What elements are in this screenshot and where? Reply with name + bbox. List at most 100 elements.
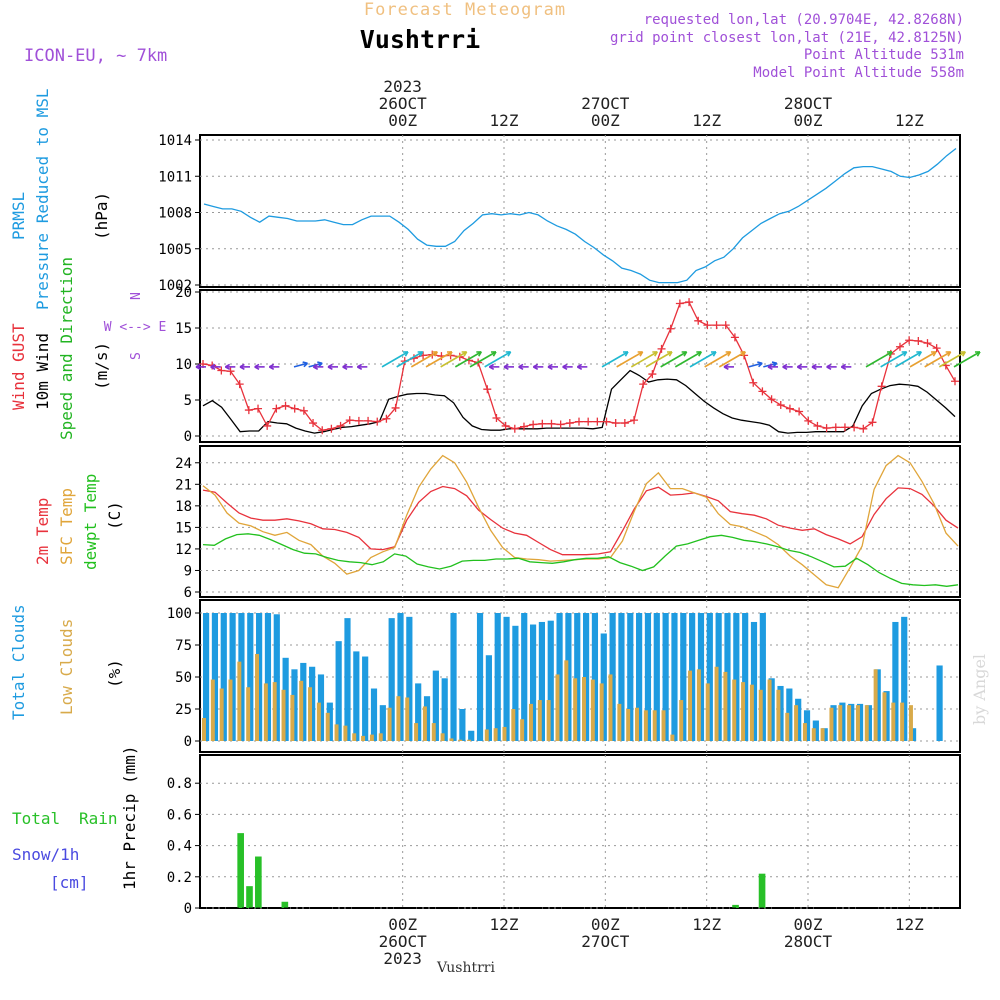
- total-cloud-bar: [839, 702, 846, 741]
- temp-2m-line: [202, 485, 959, 556]
- total-cloud-bar: [264, 613, 272, 741]
- low-cloud-bar: [405, 697, 410, 741]
- precip-snow-label: Snow/1h: [12, 845, 79, 864]
- total-cloud-bar: [618, 613, 625, 741]
- wind-dir-arrow: [396, 351, 424, 368]
- low-cloud-bar: [688, 670, 693, 741]
- top-time-label: 00Z: [591, 111, 620, 130]
- wind-dir-arrowhead: [886, 351, 893, 357]
- y-tick-label: 21: [175, 477, 192, 493]
- wind-dir-arrowhead: [666, 351, 673, 357]
- low-cloud-bar: [511, 709, 516, 741]
- total-cloud-bar: [388, 618, 395, 741]
- gust-marker: [905, 336, 914, 345]
- total-cloud-bar: [326, 702, 333, 741]
- low-cloud-bar: [608, 674, 613, 741]
- temp-unit: (C): [105, 501, 124, 530]
- total-cloud-bar: [300, 662, 307, 741]
- total-cloud-bar: [344, 618, 351, 741]
- low-cloud-bar: [502, 726, 507, 741]
- total-cloud-bar: [238, 613, 245, 741]
- low-cloud-bar: [272, 682, 277, 741]
- total-cloud-bar: [247, 613, 254, 741]
- total-cloud-bar: [600, 633, 607, 741]
- y-tick-label: 75: [175, 638, 192, 654]
- low-cloud-bar: [299, 680, 304, 741]
- y-tick-label: 0: [184, 429, 192, 445]
- y-tick-label: 15: [175, 321, 192, 337]
- gust-marker: [703, 321, 712, 330]
- y-tick-label: 6: [184, 585, 192, 601]
- low-cloud-bar: [599, 683, 604, 741]
- gust-marker: [932, 344, 941, 353]
- total-cloud-bar: [441, 678, 448, 741]
- gust-marker: [575, 417, 583, 426]
- wind-dir-arrowhead: [637, 351, 644, 357]
- low-cloud-bar: [661, 710, 666, 741]
- bottom-time-label: 00Z: [794, 915, 823, 934]
- low-cloud-bar: [811, 728, 816, 741]
- low-cloud-bar: [882, 692, 887, 741]
- total-cloud-bar: [273, 614, 280, 741]
- bottom-time-label: 00Z: [591, 915, 620, 934]
- low-cloud-bar: [573, 678, 578, 741]
- low-cloud-bar: [537, 700, 542, 741]
- grid-lonlat: grid point closest lon,lat (21E, 42.8125…: [610, 30, 964, 46]
- gust-marker: [795, 407, 804, 416]
- low-cloud-bar: [228, 679, 233, 741]
- total-cloud-bar: [697, 613, 705, 741]
- bottom-time-label: 28OCT: [784, 932, 833, 951]
- y-tick-label: 100: [167, 606, 192, 622]
- gust-marker: [483, 385, 492, 394]
- y-tick-label: 1008: [158, 206, 192, 222]
- gust-marker: [391, 403, 400, 412]
- low-cloud-bar: [520, 719, 525, 741]
- y-tick-label: 0.8: [167, 776, 192, 792]
- gust-marker: [226, 367, 235, 376]
- temperature-panel: 6 9 12 15 18 21 24 2m Temp SFC Temp dewpt Temp (C): [33, 445, 961, 601]
- dewpoint-line: [202, 533, 959, 587]
- wind-dir-arrowhead: [622, 351, 629, 357]
- gust-marker: [813, 421, 822, 430]
- clouds-unit: (%): [105, 659, 124, 688]
- top-time-label: 12Z: [692, 111, 721, 130]
- wind-dir-arrowhead: [576, 363, 583, 370]
- gust-marker: [630, 416, 639, 425]
- low-cloud-bar: [334, 724, 339, 741]
- total-cloud-bar: [689, 613, 696, 741]
- low-cloud-bar: [546, 700, 551, 741]
- wind-dir-arrowhead: [974, 351, 981, 357]
- panel-frame: [199, 754, 961, 909]
- precip-rain-label: Rain: [79, 809, 118, 828]
- precip-unit: 1hr Precip (mm): [120, 746, 139, 891]
- wind-dir-arrowhead: [195, 363, 201, 370]
- pressure-panel: 1002 1005 1008 1011 1014 PRMSL Pressure Reduce…: [9, 88, 961, 310]
- total-cloud-bar: [468, 730, 475, 741]
- wind-dir-arrow: [440, 351, 468, 368]
- low-cloud-bar: [210, 679, 215, 741]
- wind-dir-arrowhead: [505, 351, 512, 357]
- top-time-label: 00Z: [388, 111, 417, 130]
- y-tick-label: 1002: [158, 278, 192, 294]
- bottom-time-label: 2023: [383, 949, 422, 968]
- total-cloud-bar: [353, 651, 360, 741]
- y-tick-label: 1014: [158, 133, 192, 149]
- low-cloud-bar: [387, 707, 392, 741]
- gust-marker: [685, 298, 694, 307]
- low-cloud-bar: [900, 702, 905, 741]
- y-tick-label: 18: [175, 499, 192, 515]
- wind-dir-arrowhead: [710, 351, 717, 357]
- wind-gust-label: Wind GUST: [9, 323, 28, 410]
- total-cloud-bar: [415, 683, 422, 741]
- low-cloud-bar: [528, 703, 533, 741]
- total-cloud-bar: [335, 641, 342, 741]
- low-cloud-bar: [820, 728, 825, 741]
- low-cloud-bar: [741, 682, 746, 741]
- gust-marker: [776, 401, 785, 410]
- compass-we: W <--> E: [104, 320, 167, 335]
- low-cloud-bar: [582, 677, 586, 741]
- wind-dir-arrow: [381, 351, 409, 368]
- wind-dir-arrow: [616, 351, 644, 368]
- low-cloud-bar: [440, 733, 445, 741]
- temp-sfc-label: SFC Temp: [57, 488, 76, 565]
